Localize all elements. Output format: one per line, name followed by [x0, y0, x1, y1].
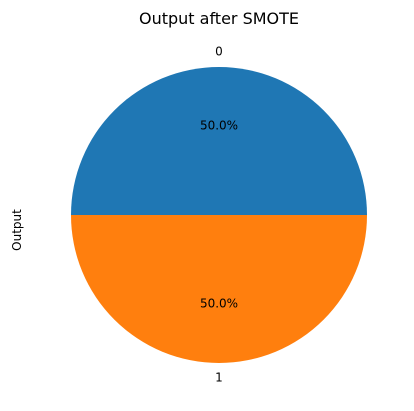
pie-slice-0	[71, 67, 367, 215]
chart-title: Output after SMOTE	[139, 9, 299, 28]
category-label-1: 1	[215, 370, 223, 384]
pie-slice-1	[71, 215, 367, 363]
category-label-0: 0	[215, 45, 223, 59]
percent-label-0: 50.0%	[200, 119, 238, 133]
pie-labels: 0 50.0% 1 50.0%	[200, 45, 238, 385]
pie-slices	[71, 67, 367, 363]
y-axis-label: Output	[10, 209, 24, 251]
percent-label-1: 50.0%	[200, 296, 238, 310]
